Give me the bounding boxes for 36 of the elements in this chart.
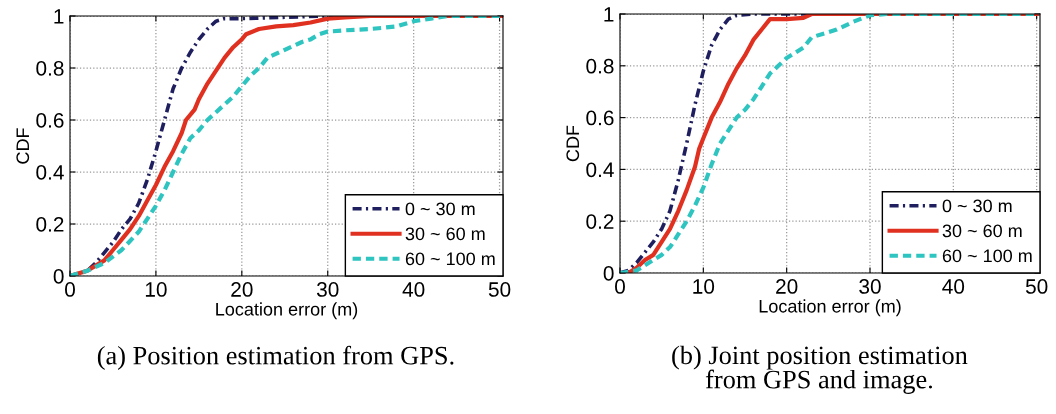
y-tick-label: 0.8 bbox=[36, 61, 64, 76]
x-tick-label: 30 bbox=[859, 279, 881, 294]
y-tick-label: 0.6 bbox=[586, 110, 614, 126]
y-axis-title: CDF bbox=[16, 128, 30, 164]
y-tick-label: 1 bbox=[54, 9, 64, 24]
x-tick-label: 50 bbox=[488, 282, 511, 297]
y-tick-label: 0.4 bbox=[36, 165, 64, 180]
y-tick-label: 0.6 bbox=[36, 113, 64, 128]
text: (b) Joint position estimation from GPS and image. bbox=[672, 345, 968, 394]
text: (a) Position estimation from GPS. bbox=[97, 345, 454, 370]
legend-label: 0 ~ 30 m bbox=[942, 199, 1012, 213]
x-tick-label: 40 bbox=[942, 279, 965, 294]
legend-label: 0 ~ 30 m bbox=[405, 202, 475, 216]
x-axis-title: Location error (m) bbox=[759, 299, 901, 317]
y-tick-label: 0.4 bbox=[586, 162, 614, 178]
y-axis-title: CDF bbox=[566, 125, 580, 162]
x-axis-title: Location error (m) bbox=[216, 302, 358, 320]
legend-label: 60 ~ 100 m bbox=[942, 249, 1032, 263]
legend-label: 60 ~ 100 m bbox=[405, 252, 495, 266]
x-tick-label: 20 bbox=[231, 282, 253, 297]
x-tick-label: 10 bbox=[693, 279, 715, 294]
x-tick-label: 30 bbox=[316, 282, 339, 297]
y-tick-label: 0 bbox=[53, 269, 64, 284]
x-tick-label: 20 bbox=[776, 279, 798, 294]
legend-label: 30 ~ 60 m bbox=[942, 224, 1022, 238]
y-tick-label: 0 bbox=[603, 266, 614, 281]
legend-label: 30 ~ 60 m bbox=[405, 227, 485, 241]
y-tick-label: 0.2 bbox=[586, 214, 614, 229]
x-tick-label: 40 bbox=[402, 282, 425, 297]
y-tick-label: 1 bbox=[604, 7, 614, 22]
x-tick-label: 50 bbox=[1025, 279, 1048, 294]
y-tick-label: 0.2 bbox=[36, 217, 64, 232]
x-tick-label: 0 bbox=[615, 279, 625, 294]
x-tick-label: 0 bbox=[65, 282, 75, 297]
y-tick-label: 0.8 bbox=[586, 58, 614, 74]
x-tick-label: 10 bbox=[145, 282, 167, 297]
